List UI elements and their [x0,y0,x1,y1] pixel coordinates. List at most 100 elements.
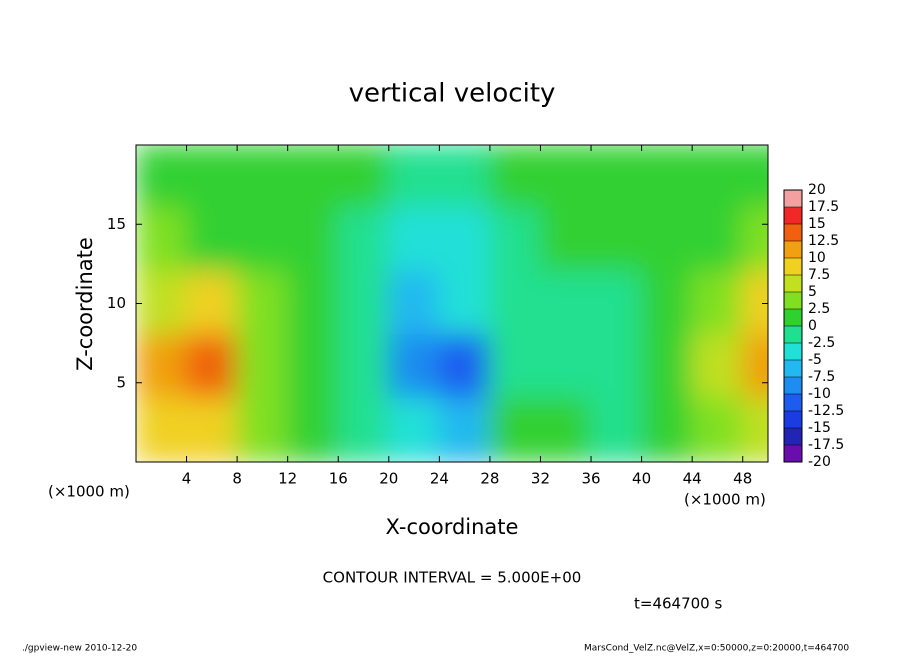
cell [337,397,390,462]
y-tick-label: 10 [107,294,126,312]
footer-left: ./gpview-new 2010-12-20 [22,644,137,654]
cell [741,145,768,210]
y-axis-label: Z-coordinate [73,237,97,371]
colorbar-label: 20 [808,182,826,198]
cell [488,334,542,400]
colorbar-swatch [784,207,802,224]
chart-title: vertical velocity [349,79,556,109]
cell [185,145,239,210]
cell [136,207,188,273]
colorbar-label: -10 [808,386,831,402]
x-tick-label: 28 [480,470,499,488]
colorbar-swatch [784,343,802,360]
cell [286,270,340,337]
cell [539,270,593,337]
colorbar-swatch [784,411,802,428]
x-tick-label: 20 [379,470,398,488]
y-tick-label: 5 [116,373,126,391]
cell [136,270,188,337]
colorbar-swatch [784,309,802,326]
cell [136,397,188,462]
colorbar-swatch [784,224,802,241]
cell [741,207,768,273]
x-tick-label: 8 [232,470,242,488]
colorbar-label: -20 [808,454,831,470]
field [136,145,768,462]
cell [337,334,390,400]
colorbar-swatch [784,360,802,377]
cell [438,270,491,337]
cell [387,334,441,400]
cell [640,207,694,273]
time-label: t=464700 s [634,595,722,613]
x-tick-label: 40 [632,470,651,488]
colorbar-swatch [784,190,802,207]
x-unit-label: (×1000 m) [48,483,130,501]
cell [691,207,744,273]
footer-right: MarsCond_VelZ.nc@VelZ,x=0:50000,z=0:2000… [584,644,849,654]
cell [640,334,694,400]
cell [286,207,340,273]
cell [286,334,340,400]
colorbar-label: -15 [808,420,831,436]
cell [438,207,491,273]
cell [438,145,491,210]
colorbar-swatch [784,377,802,394]
colorbar-label: 17.5 [808,199,839,215]
cell [387,397,441,462]
cell [337,145,390,210]
cell [691,145,744,210]
cell [236,270,289,337]
cell [136,145,188,210]
cell [438,334,491,400]
field-cells [136,145,768,462]
x-tick-label: 4 [182,470,192,488]
x-tick-label: 16 [329,470,348,488]
colorbar-label: 2.5 [808,301,830,317]
cell [640,145,694,210]
x-unit-label: (×1000 m) [684,491,766,509]
x-tick-label: 24 [430,470,449,488]
colorbar-swatch [784,428,802,445]
colorbar-label: -17.5 [808,437,844,453]
colorbar-label: -7.5 [808,369,835,385]
colorbar-swatch [784,394,802,411]
cell [590,270,643,337]
x-tick-label: 36 [581,470,600,488]
cell [741,397,768,462]
contour-interval: CONTOUR INTERVAL = 5.000E+00 [323,569,582,587]
cell [488,397,542,462]
colorbar-swatch [784,326,802,343]
colorbar-swatch [784,445,802,462]
cell [590,334,643,400]
cell [488,207,542,273]
cell [387,207,441,273]
colorbar-label: -2.5 [808,335,835,351]
cell [236,207,289,273]
x-tick-label: 48 [733,470,752,488]
cell [236,334,289,400]
cell [286,397,340,462]
x-axis-label: X-coordinate [386,515,519,539]
cell [691,397,744,462]
cell [387,270,441,337]
cell [337,270,390,337]
cell [286,145,340,210]
colorbar-label: 0 [808,318,817,334]
colorbar-swatch [784,292,802,309]
cell [539,334,593,400]
cell [387,145,441,210]
cell [236,145,289,210]
cell [590,207,643,273]
colorbar-swatch [784,275,802,292]
cell [590,397,643,462]
cell [185,270,239,337]
cell [691,334,744,400]
colorbar-label: 5 [808,284,817,300]
cell [640,270,694,337]
cell [185,397,239,462]
cell [741,334,768,400]
cell [337,207,390,273]
cell [640,397,694,462]
